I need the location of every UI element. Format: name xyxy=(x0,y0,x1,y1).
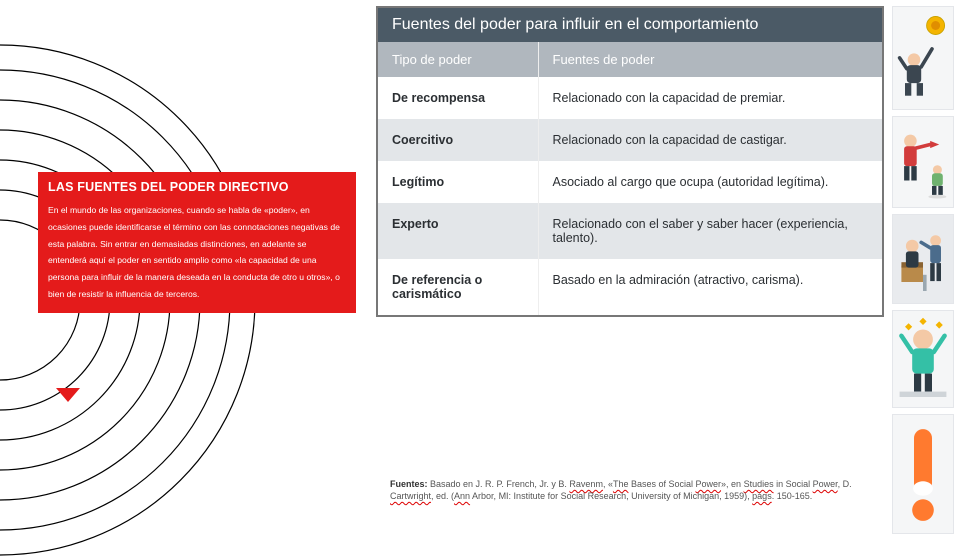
cell-source: Basado en la admiración (atractivo, cari… xyxy=(538,259,882,315)
cell-type: Experto xyxy=(378,203,538,259)
cell-source: Relacionado con la capacidad de castigar… xyxy=(538,119,882,161)
thumb-exclamation-icon xyxy=(892,414,954,534)
table-row: De referencia o carismáticoBasado en la … xyxy=(378,259,882,315)
thumb-coercive-icon xyxy=(892,116,954,208)
table: Tipo de poder Fuentes de poder De recomp… xyxy=(378,42,882,315)
power-sources-table: Fuentes del poder para influir en el com… xyxy=(376,6,884,317)
cell-source: Asociado al cargo que ocupa (autoridad l… xyxy=(538,161,882,203)
red-panel-title: LAS FUENTES DEL PODER DIRECTIVO xyxy=(48,180,346,194)
thumb-legitimate-icon xyxy=(892,214,954,304)
table-row: LegítimoAsociado al cargo que ocupa (aut… xyxy=(378,161,882,203)
table-body: De recompensaRelacionado con la capacida… xyxy=(378,77,882,315)
cell-source: Relacionado con la capacidad de premiar. xyxy=(538,77,882,119)
table-title: Fuentes del poder para influir en el com… xyxy=(378,6,882,42)
cell-type: Legítimo xyxy=(378,161,538,203)
side-thumbnails xyxy=(892,6,954,534)
cell-type: De recompensa xyxy=(378,77,538,119)
citation-note: Fuentes: Basado en J. R. P. French, Jr. … xyxy=(390,478,870,502)
table-row: De recompensaRelacionado con la capacida… xyxy=(378,77,882,119)
table-row: ExpertoRelacionado con el saber y saber … xyxy=(378,203,882,259)
red-panel: LAS FUENTES DEL PODER DIRECTIVO En el mu… xyxy=(38,172,356,313)
thumb-expert-icon xyxy=(892,310,954,408)
thumb-reward-icon xyxy=(892,6,954,110)
cell-type: Coercitivo xyxy=(378,119,538,161)
col-header-type: Tipo de poder xyxy=(378,42,538,77)
cell-type: De referencia o carismático xyxy=(378,259,538,315)
red-panel-body: En el mundo de las organizaciones, cuand… xyxy=(48,202,346,303)
col-header-source: Fuentes de poder xyxy=(538,42,882,77)
table-row: CoercitivoRelacionado con la capacidad d… xyxy=(378,119,882,161)
red-panel-tail xyxy=(56,388,80,402)
citation-lead: Fuentes: xyxy=(390,479,428,489)
cell-source: Relacionado con el saber y saber hacer (… xyxy=(538,203,882,259)
